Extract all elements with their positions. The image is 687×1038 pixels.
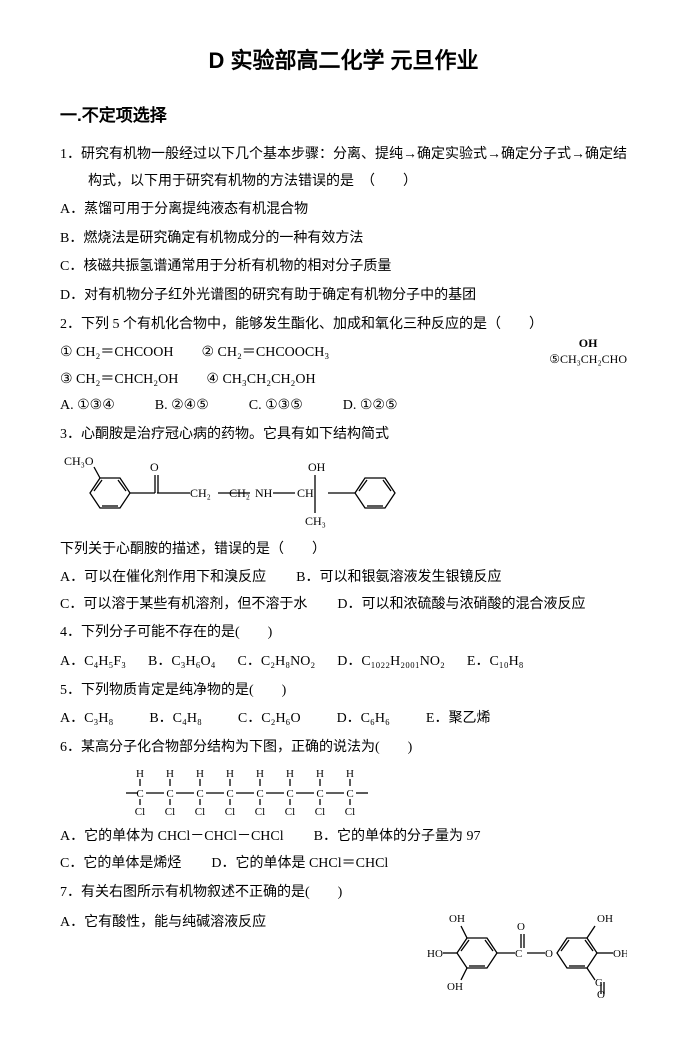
svg-text:C: C: [316, 788, 323, 800]
q2-fig-line: ⑤CH₃CH₂CHO: [549, 352, 627, 366]
q7-stem: 7．有关右图所示有机物叙述不正确的是( ): [60, 880, 627, 907]
svg-text:H: H: [256, 768, 264, 780]
q2-c1: ① CH₂＝CHCOOH: [60, 340, 174, 367]
svg-text:C: C: [286, 788, 293, 800]
q4-optE: E．C₁₀H₈: [467, 649, 524, 676]
q3-optB: B．可以和银氨溶液发生银镜反应: [296, 565, 501, 592]
q6-optC: C．它的单体是烯烃: [60, 851, 181, 878]
q2-c2: ② CH₂＝CHCOOCH₃: [202, 340, 330, 367]
svg-text:OH: OH: [447, 981, 463, 993]
q2-fig-oh: OH: [549, 336, 627, 350]
q1-optD: D．对有机物分子红外光谱图的研究有助于确定有机物分子中的基团: [60, 283, 627, 310]
q2-optA: A. ①③④: [60, 393, 115, 420]
svg-text:C: C: [136, 788, 143, 800]
svg-text:H: H: [286, 768, 294, 780]
svg-text:C: C: [196, 788, 203, 800]
svg-text:C: C: [166, 788, 173, 800]
svg-text:CH₂: CH₂: [190, 486, 211, 500]
svg-text:Cl: Cl: [345, 806, 355, 818]
q5-stem: 5．下列物质肯定是纯净物的是( ): [60, 678, 627, 705]
q5-optE: E．聚乙烯: [426, 706, 491, 733]
svg-text:H: H: [316, 768, 324, 780]
q1-optA: A．蒸馏可用于分离提纯液态有机混合物: [60, 197, 627, 224]
q6-optB: B．它的单体的分子量为 97: [314, 824, 481, 851]
svg-text:HO: HO: [427, 948, 443, 960]
svg-text:H: H: [226, 768, 234, 780]
svg-text:OH: OH: [613, 948, 627, 960]
svg-text:O: O: [597, 989, 605, 998]
q3-stem: 3．心酮胺是治疗冠心病的药物。它具有如下结构简式: [60, 422, 627, 449]
svg-text:O: O: [545, 948, 553, 960]
svg-text:Cl: Cl: [195, 806, 205, 818]
q5-optB: B．C₄H₈: [149, 706, 202, 733]
q6-optA: A．它的单体为 CHCl－CHCl－CHCl: [60, 824, 284, 851]
q3-optC: C．可以溶于某些有机溶剂，但不溶于水: [60, 592, 307, 619]
q1-optC: C．核磁共振氢谱通常用于分析有机物的相对分子质量: [60, 254, 627, 281]
q4-optC: C．C₂H₈NO₂: [238, 649, 316, 676]
svg-text:O: O: [517, 921, 525, 933]
q1-optB: B．燃烧法是研究确定有机物成分的一种有效方法: [60, 226, 627, 253]
q2-optD: D. ①②⑤: [343, 393, 398, 420]
svg-text:Cl: Cl: [225, 806, 235, 818]
q4-optA: A．C₄H₅F₃: [60, 649, 126, 676]
svg-text:C: C: [595, 977, 602, 989]
svg-text:C: C: [256, 788, 263, 800]
svg-text:C: C: [346, 788, 353, 800]
svg-text:Cl: Cl: [255, 806, 265, 818]
svg-text:H: H: [136, 768, 144, 780]
q3-after: 下列关于心酮胺的描述，错误的是（ ）: [60, 537, 627, 564]
q5-optA: A．C₃H₈: [60, 706, 113, 733]
svg-text:H: H: [166, 768, 174, 780]
q2-c3: ③ CH₂＝CHCH₂OH: [60, 367, 178, 394]
q1-stem: 1．研究有机物一般经过以下几个基本步骤：分离、提纯→确定实验式→确定分子式→确定…: [60, 142, 627, 195]
q3-structure: CH₃O O CH₂ CH₂ NH CH OH CH₃: [60, 453, 627, 533]
svg-text:CH₃O: CH₃O: [64, 454, 94, 468]
q7-structure: OH HO OH C O O OH C O OH: [427, 908, 627, 998]
page-title: D 实验部高二化学 元旦作业: [60, 40, 627, 82]
q3-optA: A．可以在催化剂作用下和溴反应: [60, 565, 266, 592]
svg-text:CH₃: CH₃: [305, 514, 326, 528]
svg-text:OH: OH: [308, 460, 326, 474]
q4-stem: 4．下列分子可能不存在的是( ): [60, 620, 627, 647]
q4-optD: D．C₁₀₂₂H₂₀₀₁NO₂: [337, 649, 445, 676]
q4-optB: B．C₃H₆O₄: [148, 649, 216, 676]
q3-optD: D．可以和浓硫酸与浓硝酸的混合液反应: [337, 592, 585, 619]
svg-text:H: H: [346, 768, 354, 780]
svg-text:CH: CH: [297, 486, 314, 500]
svg-text:OH: OH: [449, 913, 465, 925]
q6-structure: CHClCHClCHClCHClCHClCHClCHClCHCl: [120, 765, 627, 820]
svg-text:C: C: [515, 948, 522, 960]
q2-stem: 2．下列 5 个有机化合物中，能够发生酯化、加成和氧化三种反应的是（ ）: [60, 312, 627, 339]
q2-c4: ④ CH₃CH₂CH₂OH: [206, 367, 315, 394]
svg-text:Cl: Cl: [285, 806, 295, 818]
svg-text:Cl: Cl: [315, 806, 325, 818]
svg-text:NH: NH: [255, 486, 273, 500]
q5-optD: D．C₆H₆: [337, 706, 390, 733]
q2-optB: B. ②④⑤: [155, 393, 209, 420]
svg-text:H: H: [196, 768, 204, 780]
svg-text:O: O: [150, 460, 159, 474]
svg-text:OH: OH: [597, 913, 613, 925]
q6-stem: 6．某高分子化合物部分结构为下图，正确的说法为( ): [60, 735, 627, 762]
section-heading: 一.不定项选择: [60, 100, 627, 132]
svg-text:C: C: [226, 788, 233, 800]
q2-optC: C. ①③⑤: [249, 393, 303, 420]
q6-optD: D．它的单体是 CHCl＝CHCl: [211, 851, 388, 878]
svg-text:Cl: Cl: [165, 806, 175, 818]
q5-optC: C．C₂H₆O: [238, 706, 301, 733]
svg-text:CH₂: CH₂: [229, 486, 250, 500]
svg-text:Cl: Cl: [135, 806, 145, 818]
